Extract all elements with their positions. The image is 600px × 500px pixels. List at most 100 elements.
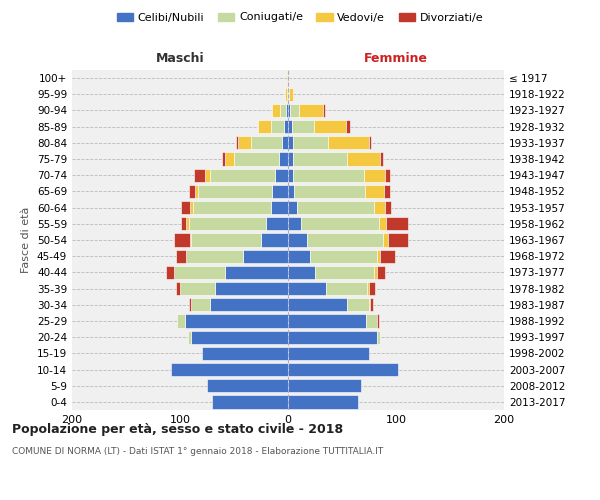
Bar — [226, 152, 234, 166]
Text: Maschi: Maschi — [155, 52, 205, 65]
Bar — [181, 201, 190, 214]
Text: COMUNE DI NORMA (LT) - Dati ISTAT 1° gennaio 2018 - Elaborazione TUTTITALIA.IT: COMUNE DI NORMA (LT) - Dati ISTAT 1° gen… — [12, 448, 383, 456]
Bar — [377, 330, 380, 344]
Bar — [180, 282, 215, 295]
Bar — [234, 152, 280, 166]
Bar — [190, 234, 191, 246]
Bar — [166, 266, 173, 279]
Bar — [386, 217, 408, 230]
Bar — [385, 201, 391, 214]
Bar — [288, 314, 366, 328]
Bar — [172, 363, 288, 376]
Bar — [191, 234, 261, 246]
Bar — [383, 234, 388, 246]
Bar — [293, 152, 347, 166]
Bar — [288, 201, 296, 214]
Bar — [377, 250, 380, 263]
Bar — [181, 217, 187, 230]
Bar — [226, 266, 288, 279]
Bar — [188, 298, 191, 312]
Bar — [188, 217, 266, 230]
Bar — [212, 396, 288, 408]
Bar — [379, 217, 386, 230]
Bar — [261, 234, 288, 246]
Bar — [288, 185, 295, 198]
Bar — [374, 201, 385, 214]
Bar — [299, 104, 323, 117]
Bar — [280, 104, 286, 117]
Bar — [271, 201, 288, 214]
Bar — [281, 136, 288, 149]
Bar — [377, 266, 385, 279]
Bar — [272, 104, 280, 117]
Bar — [286, 104, 288, 117]
Bar — [288, 363, 398, 376]
Bar — [266, 217, 288, 230]
Bar — [205, 168, 210, 182]
Bar — [177, 314, 185, 328]
Bar — [190, 201, 193, 214]
Bar — [315, 266, 374, 279]
Bar — [287, 88, 288, 101]
Bar — [380, 250, 395, 263]
Bar — [385, 168, 389, 182]
Bar — [187, 250, 242, 263]
Bar — [210, 298, 288, 312]
Bar — [293, 136, 328, 149]
Bar — [236, 136, 238, 149]
Bar — [288, 217, 301, 230]
Text: Femmine: Femmine — [364, 52, 428, 65]
Bar — [369, 282, 376, 295]
Bar — [374, 266, 377, 279]
Bar — [188, 185, 195, 198]
Bar — [191, 330, 288, 344]
Bar — [288, 266, 315, 279]
Bar — [222, 152, 226, 166]
Bar — [280, 152, 288, 166]
Bar — [310, 250, 377, 263]
Bar — [215, 282, 288, 295]
Bar — [271, 120, 284, 134]
Bar — [323, 104, 325, 117]
Bar — [275, 168, 288, 182]
Bar — [284, 120, 288, 134]
Bar — [258, 120, 271, 134]
Bar — [288, 250, 310, 263]
Bar — [173, 234, 190, 246]
Bar — [293, 168, 364, 182]
Bar — [380, 152, 383, 166]
Bar — [288, 330, 377, 344]
Bar — [370, 298, 373, 312]
Bar — [366, 314, 377, 328]
Bar — [238, 136, 251, 149]
Bar — [365, 185, 384, 198]
Bar — [369, 136, 371, 149]
Bar — [328, 136, 369, 149]
Bar — [346, 120, 350, 134]
Bar — [288, 168, 293, 182]
Bar — [199, 185, 272, 198]
Bar — [288, 88, 289, 101]
Bar — [288, 396, 358, 408]
Bar — [194, 168, 205, 182]
Bar — [367, 282, 369, 295]
Legend: Celibi/Nubili, Coniugati/e, Vedovi/e, Divorziati/e: Celibi/Nubili, Coniugati/e, Vedovi/e, Di… — [112, 8, 488, 27]
Bar — [290, 104, 299, 117]
Bar — [287, 72, 288, 85]
Y-axis label: Fasce di età: Fasce di età — [22, 207, 31, 273]
Bar — [207, 379, 288, 392]
Bar — [295, 185, 365, 198]
Bar — [242, 250, 288, 263]
Bar — [292, 120, 314, 134]
Bar — [176, 282, 180, 295]
Bar — [188, 330, 191, 344]
Bar — [388, 234, 408, 246]
Bar — [347, 152, 380, 166]
Bar — [314, 120, 346, 134]
Bar — [288, 104, 290, 117]
Bar — [347, 298, 369, 312]
Bar — [301, 217, 379, 230]
Bar — [288, 298, 347, 312]
Bar — [288, 282, 326, 295]
Bar — [288, 72, 289, 85]
